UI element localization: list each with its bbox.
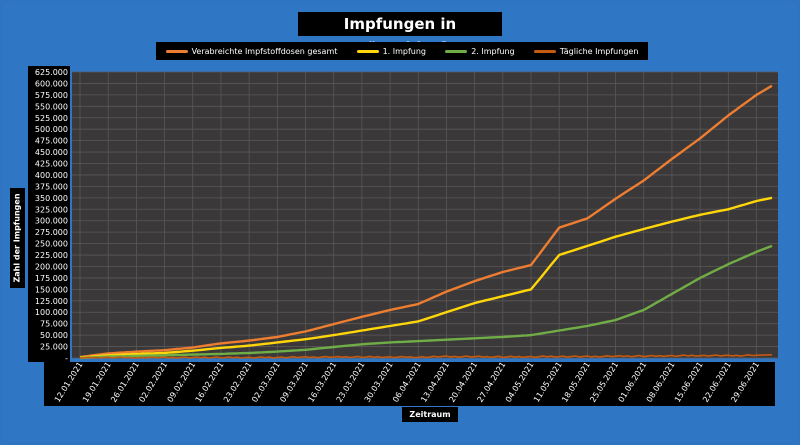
y-tick-label: 300.000 xyxy=(35,217,68,226)
y-tick-label: 250.000 xyxy=(35,240,68,249)
x-tick-label: 09.03.2021 xyxy=(278,360,310,404)
legend-label-zweite: 2. Impfung xyxy=(471,46,515,56)
x-tick-label: 22.06.2021 xyxy=(701,360,733,404)
chart-legend: Verabreichte Impfstoffdosen gesamt 1. Im… xyxy=(156,42,648,60)
x-tick-label: 06.04.2021 xyxy=(391,360,423,404)
y-tick-label: 550.000 xyxy=(35,102,68,111)
y-tick-label: 275.000 xyxy=(35,228,68,237)
y-tick-label: 400.000 xyxy=(35,171,68,180)
x-tick-label: 25.05.2021 xyxy=(588,360,620,404)
legend-item-gesamt: Verabreichte Impfstoffdosen gesamt xyxy=(165,46,338,56)
x-tick-label: 01.06.2021 xyxy=(617,360,649,404)
x-tick-label: 11.05.2021 xyxy=(532,360,564,404)
x-tick-label: 23.03.2021 xyxy=(335,360,367,404)
x-tick-label: 30.03.2021 xyxy=(363,360,395,404)
y-tick-label: 625.000 xyxy=(35,68,68,77)
x-tick-label: 23.02.2021 xyxy=(222,360,254,404)
y-axis-label-box xyxy=(10,188,25,288)
y-tick-label: 375.000 xyxy=(35,182,68,191)
x-axis-background xyxy=(44,362,775,406)
y-tick-label: 200.000 xyxy=(35,262,68,271)
y-tick-label: 50.000 xyxy=(40,331,68,340)
x-tick-label: 02.03.2021 xyxy=(250,360,282,404)
legend-item-erste: 1. Impfung xyxy=(356,46,427,56)
x-tick-label: 18.05.2021 xyxy=(560,360,592,404)
legend-item-zweite: 2. Impfung xyxy=(445,46,515,56)
plot-area xyxy=(72,72,778,358)
series-line-4 xyxy=(79,354,773,359)
legend-label-erste: 1. Impfung xyxy=(382,46,427,56)
x-tick-label: 16.02.2021 xyxy=(194,360,226,404)
y-tick-label: 100.000 xyxy=(35,308,68,317)
y-tick-label: 600.000 xyxy=(35,79,68,88)
x-tick-label: 27.04.2021 xyxy=(476,360,508,404)
y-tick-label: 325.000 xyxy=(35,205,68,214)
legend-swatch-taeglich xyxy=(533,49,556,53)
y-tick-label: 75.000 xyxy=(40,320,68,329)
y-tick-label: 525.000 xyxy=(35,114,68,123)
y-tick-label: 150.000 xyxy=(35,285,68,294)
legend-swatch-erste xyxy=(356,49,379,53)
y-tick-label: 425.000 xyxy=(35,160,68,169)
y-tick-label: 575.000 xyxy=(35,91,68,100)
x-tick-label: 04.05.2021 xyxy=(504,360,536,404)
series-line-1 xyxy=(79,84,773,359)
x-tick-label: 13.04.2021 xyxy=(419,360,451,404)
y-tick-label: 225.000 xyxy=(35,251,68,260)
y-tick-label: 450.000 xyxy=(35,148,68,157)
y-tick-label: 475.000 xyxy=(35,137,68,146)
y-tick-label: - xyxy=(65,354,68,363)
legend-label-gesamt: Verabreichte Impfstoffdosen gesamt xyxy=(191,46,338,56)
legend-item-taeglich: Tägliche Impfungen xyxy=(533,46,639,56)
series-line-2 xyxy=(79,196,773,359)
x-tick-label: 02.02.2021 xyxy=(137,360,169,404)
x-tick-label: 09.02.2021 xyxy=(166,360,198,404)
x-axis-label: Zeitraum xyxy=(402,407,458,422)
y-tick-label: 175.000 xyxy=(35,274,68,283)
x-tick-label: 08.06.2021 xyxy=(645,360,677,404)
x-tick-label: 15.06.2021 xyxy=(673,360,705,404)
y-tick-label: 25.000 xyxy=(40,343,68,352)
legend-label-taeglich: Tägliche Impfungen xyxy=(559,46,639,56)
x-tick-label: 26.01.2021 xyxy=(109,360,141,404)
series-line-3 xyxy=(79,244,773,360)
y-tick-label: 500.000 xyxy=(35,125,68,134)
x-tick-label: 12.01.2021 xyxy=(53,360,85,404)
x-tick-label: 19.01.2021 xyxy=(81,360,113,404)
legend-swatch-gesamt xyxy=(165,49,188,53)
y-axis-background xyxy=(28,66,70,362)
x-tick-label: 16.03.2021 xyxy=(306,360,338,404)
x-tick-label: 20.04.2021 xyxy=(447,360,479,404)
x-tick-label: 29.06.2021 xyxy=(729,360,761,404)
y-tick-label: 125.000 xyxy=(35,297,68,306)
y-tick-label: 350.000 xyxy=(35,194,68,203)
legend-swatch-zweite xyxy=(445,49,468,53)
